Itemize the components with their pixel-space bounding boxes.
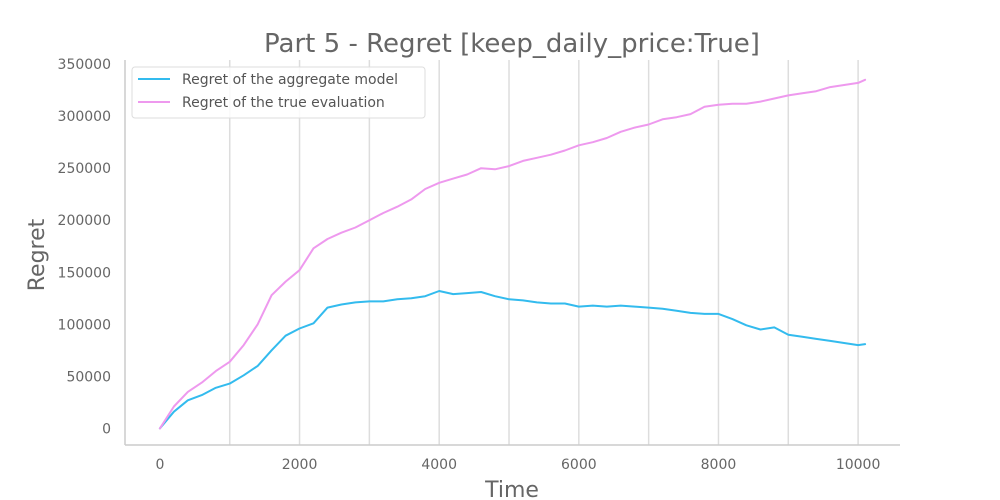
y-tick-label: 100000 (58, 317, 111, 333)
y-tick-label: 50000 (66, 369, 111, 385)
x-tick-label: 8000 (701, 457, 737, 473)
y-tick-label: 0 (102, 421, 111, 437)
series-lines (158, 78, 867, 430)
series-line-aggregate (158, 290, 867, 430)
legend-label-true-evaluation: Regret of the true evaluation (182, 95, 385, 111)
x-tick-label: 4000 (421, 457, 457, 473)
x-tick-label: 2000 (282, 457, 318, 473)
legend: Regret of the aggregate model Regret of … (131, 66, 426, 119)
x-tick-label: 0 (155, 457, 164, 473)
legend-box (131, 66, 426, 119)
x-tick-label: 10000 (836, 457, 881, 473)
y-axis-label: Regret (25, 218, 50, 291)
y-tick-label: 200000 (58, 213, 111, 229)
x-axis-label: Time (484, 478, 539, 500)
y-tick-label: 350000 (58, 57, 111, 73)
y-tick-label: 150000 (58, 265, 111, 281)
series-line-true-evaluation (158, 78, 867, 430)
legend-label-aggregate: Regret of the aggregate model (182, 72, 398, 88)
chart-title: Part 5 - Regret [keep_daily_price:True] (264, 29, 760, 59)
axes (124, 60, 900, 446)
x-tick-label: 6000 (561, 457, 597, 473)
y-tick-label: 300000 (58, 109, 111, 125)
ticks: 0 2000 4000 6000 8000 10000050000100000150000… (58, 57, 881, 473)
y-tick-label: 250000 (58, 161, 111, 177)
